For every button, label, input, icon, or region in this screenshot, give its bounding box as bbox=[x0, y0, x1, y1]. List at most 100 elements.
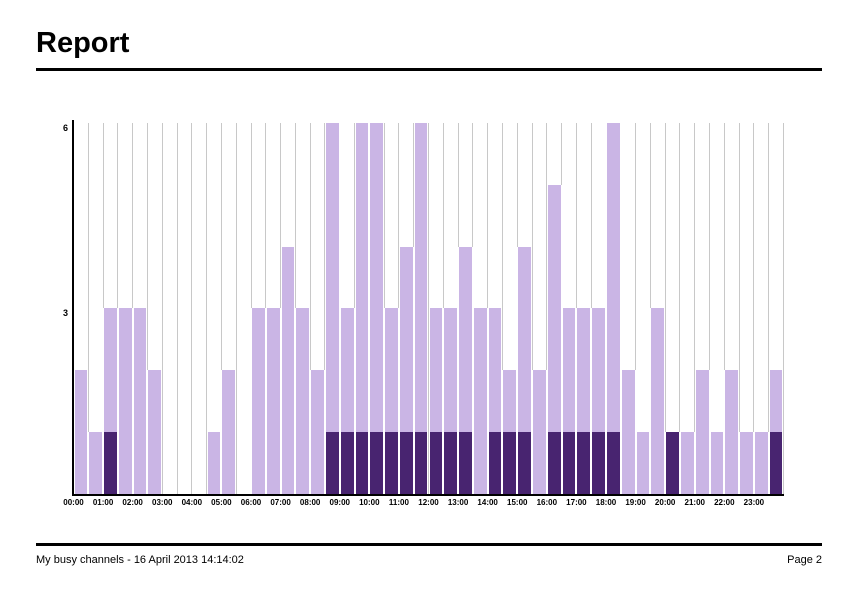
bar-segment-other bbox=[546, 184, 562, 432]
title-rule bbox=[36, 68, 822, 71]
x-tick-label: 17:00 bbox=[566, 498, 587, 507]
gridline bbox=[87, 123, 89, 494]
bar-segment-busy bbox=[458, 431, 473, 494]
bar-segment-other bbox=[88, 431, 104, 494]
gridline bbox=[723, 123, 725, 494]
x-tick-label: 06:00 bbox=[240, 498, 262, 507]
x-tick-label: 14:00 bbox=[477, 498, 498, 507]
bar-segment-busy bbox=[354, 431, 370, 494]
x-tick-label: 19:00 bbox=[625, 498, 646, 507]
x-tick-label: 05:00 bbox=[211, 498, 232, 507]
bar-segment-other bbox=[650, 308, 666, 494]
bar-segment-other bbox=[724, 370, 740, 494]
x-tick-label: 02:00 bbox=[122, 498, 143, 507]
gridline bbox=[146, 123, 148, 494]
bar-segment-other bbox=[147, 370, 163, 494]
bar-segment-busy bbox=[398, 431, 414, 494]
x-tick-label: 18:00 bbox=[595, 498, 617, 507]
gridline bbox=[235, 123, 237, 494]
footer-page-number: Page 2 bbox=[787, 554, 822, 566]
gridline bbox=[783, 123, 784, 494]
bar-segment-busy bbox=[103, 431, 118, 494]
bar-segment-other bbox=[532, 370, 547, 494]
bar-segment-other bbox=[310, 370, 325, 494]
bar-segment-other bbox=[339, 308, 355, 432]
bar-segment-other bbox=[576, 308, 592, 432]
bar-segment-other bbox=[620, 370, 636, 494]
bar-segment-other bbox=[709, 431, 725, 494]
bar-segment-other bbox=[443, 308, 459, 432]
x-tick-label: 09:00 bbox=[329, 498, 350, 507]
bar-segment-other bbox=[369, 123, 385, 432]
x-tick-label: 22:00 bbox=[714, 498, 735, 507]
x-tick-label: 15:00 bbox=[507, 498, 528, 507]
bar-segment-other bbox=[398, 246, 414, 432]
bar-segment-busy bbox=[487, 431, 503, 494]
bar-segment-busy bbox=[413, 431, 429, 494]
gridline bbox=[309, 123, 311, 494]
bar-segment-other bbox=[679, 431, 695, 494]
gridline bbox=[664, 123, 666, 494]
bar-segment-other bbox=[517, 246, 533, 432]
gridline bbox=[161, 123, 163, 494]
gridline bbox=[738, 123, 740, 494]
x-tick-label: 12:00 bbox=[418, 498, 439, 507]
page-title: Report bbox=[36, 27, 130, 59]
bar-segment-busy bbox=[546, 431, 562, 494]
x-tick-label: 21:00 bbox=[684, 498, 705, 507]
bar-segment-other bbox=[295, 308, 311, 494]
x-axis bbox=[71, 493, 785, 496]
bar-segment-other bbox=[591, 308, 606, 432]
x-tick-label: 07:00 bbox=[270, 498, 291, 507]
gridline bbox=[768, 123, 770, 494]
footer-rule bbox=[36, 543, 822, 546]
bar-segment-busy bbox=[502, 431, 518, 494]
gridline bbox=[220, 123, 222, 494]
bar-segment-other bbox=[694, 370, 710, 494]
bar-segment-other bbox=[117, 308, 133, 494]
bar-segment-other bbox=[753, 431, 769, 494]
bar-segment-busy bbox=[606, 431, 621, 494]
x-tick-label: 00:00 bbox=[63, 498, 84, 507]
x-tick-label: 08:00 bbox=[299, 498, 321, 507]
bar-segment-other bbox=[324, 123, 340, 432]
bar-segment-other bbox=[502, 370, 518, 432]
y-axis bbox=[71, 120, 74, 496]
bar-segment-other bbox=[487, 308, 503, 432]
bar-segment-other bbox=[606, 123, 621, 432]
bar-segment-other bbox=[739, 431, 754, 494]
bar-segment-busy bbox=[517, 431, 533, 494]
bar-segment-busy bbox=[324, 431, 340, 494]
bar-segment-busy bbox=[561, 431, 577, 494]
bar-segment-busy bbox=[591, 431, 606, 494]
bar-segment-other bbox=[768, 370, 784, 432]
gridline bbox=[709, 123, 711, 494]
bar-segment-busy bbox=[369, 431, 385, 494]
bar-segment-other bbox=[132, 308, 148, 494]
x-tick-label: 03:00 bbox=[152, 498, 173, 507]
x-tick-label: 16:00 bbox=[536, 498, 558, 507]
gridline bbox=[694, 123, 696, 494]
bar-segment-other bbox=[206, 431, 222, 494]
gridline bbox=[679, 123, 681, 494]
bar-segment-other bbox=[103, 308, 118, 432]
bar-segment-other bbox=[280, 246, 296, 494]
gridline bbox=[501, 123, 503, 494]
gridline bbox=[753, 123, 755, 494]
y-tick-label: 6 bbox=[62, 123, 68, 133]
x-tick-label: 01:00 bbox=[92, 498, 114, 507]
gridline bbox=[635, 123, 637, 494]
bar-segment-busy bbox=[665, 431, 680, 494]
gridline bbox=[206, 123, 208, 494]
bar-segment-other bbox=[384, 308, 399, 432]
bar-segment-other bbox=[561, 308, 577, 432]
bar-segment-busy bbox=[339, 431, 355, 494]
bar-segment-busy bbox=[384, 431, 399, 494]
gridline bbox=[531, 123, 533, 494]
bar-segment-busy bbox=[576, 431, 592, 494]
bar-segment-other bbox=[413, 123, 429, 432]
bar-segment-other bbox=[221, 370, 237, 494]
bar-segment-other bbox=[635, 431, 651, 494]
bar-segment-busy bbox=[768, 431, 784, 494]
bar-segment-other bbox=[265, 308, 281, 494]
